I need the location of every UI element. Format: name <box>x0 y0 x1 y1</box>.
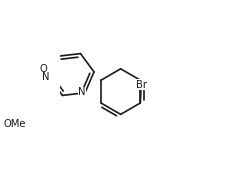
Text: O: O <box>39 64 47 74</box>
Text: N: N <box>78 88 86 97</box>
Text: N: N <box>42 73 50 83</box>
Text: Br: Br <box>136 80 147 90</box>
Text: OMe: OMe <box>3 119 26 129</box>
